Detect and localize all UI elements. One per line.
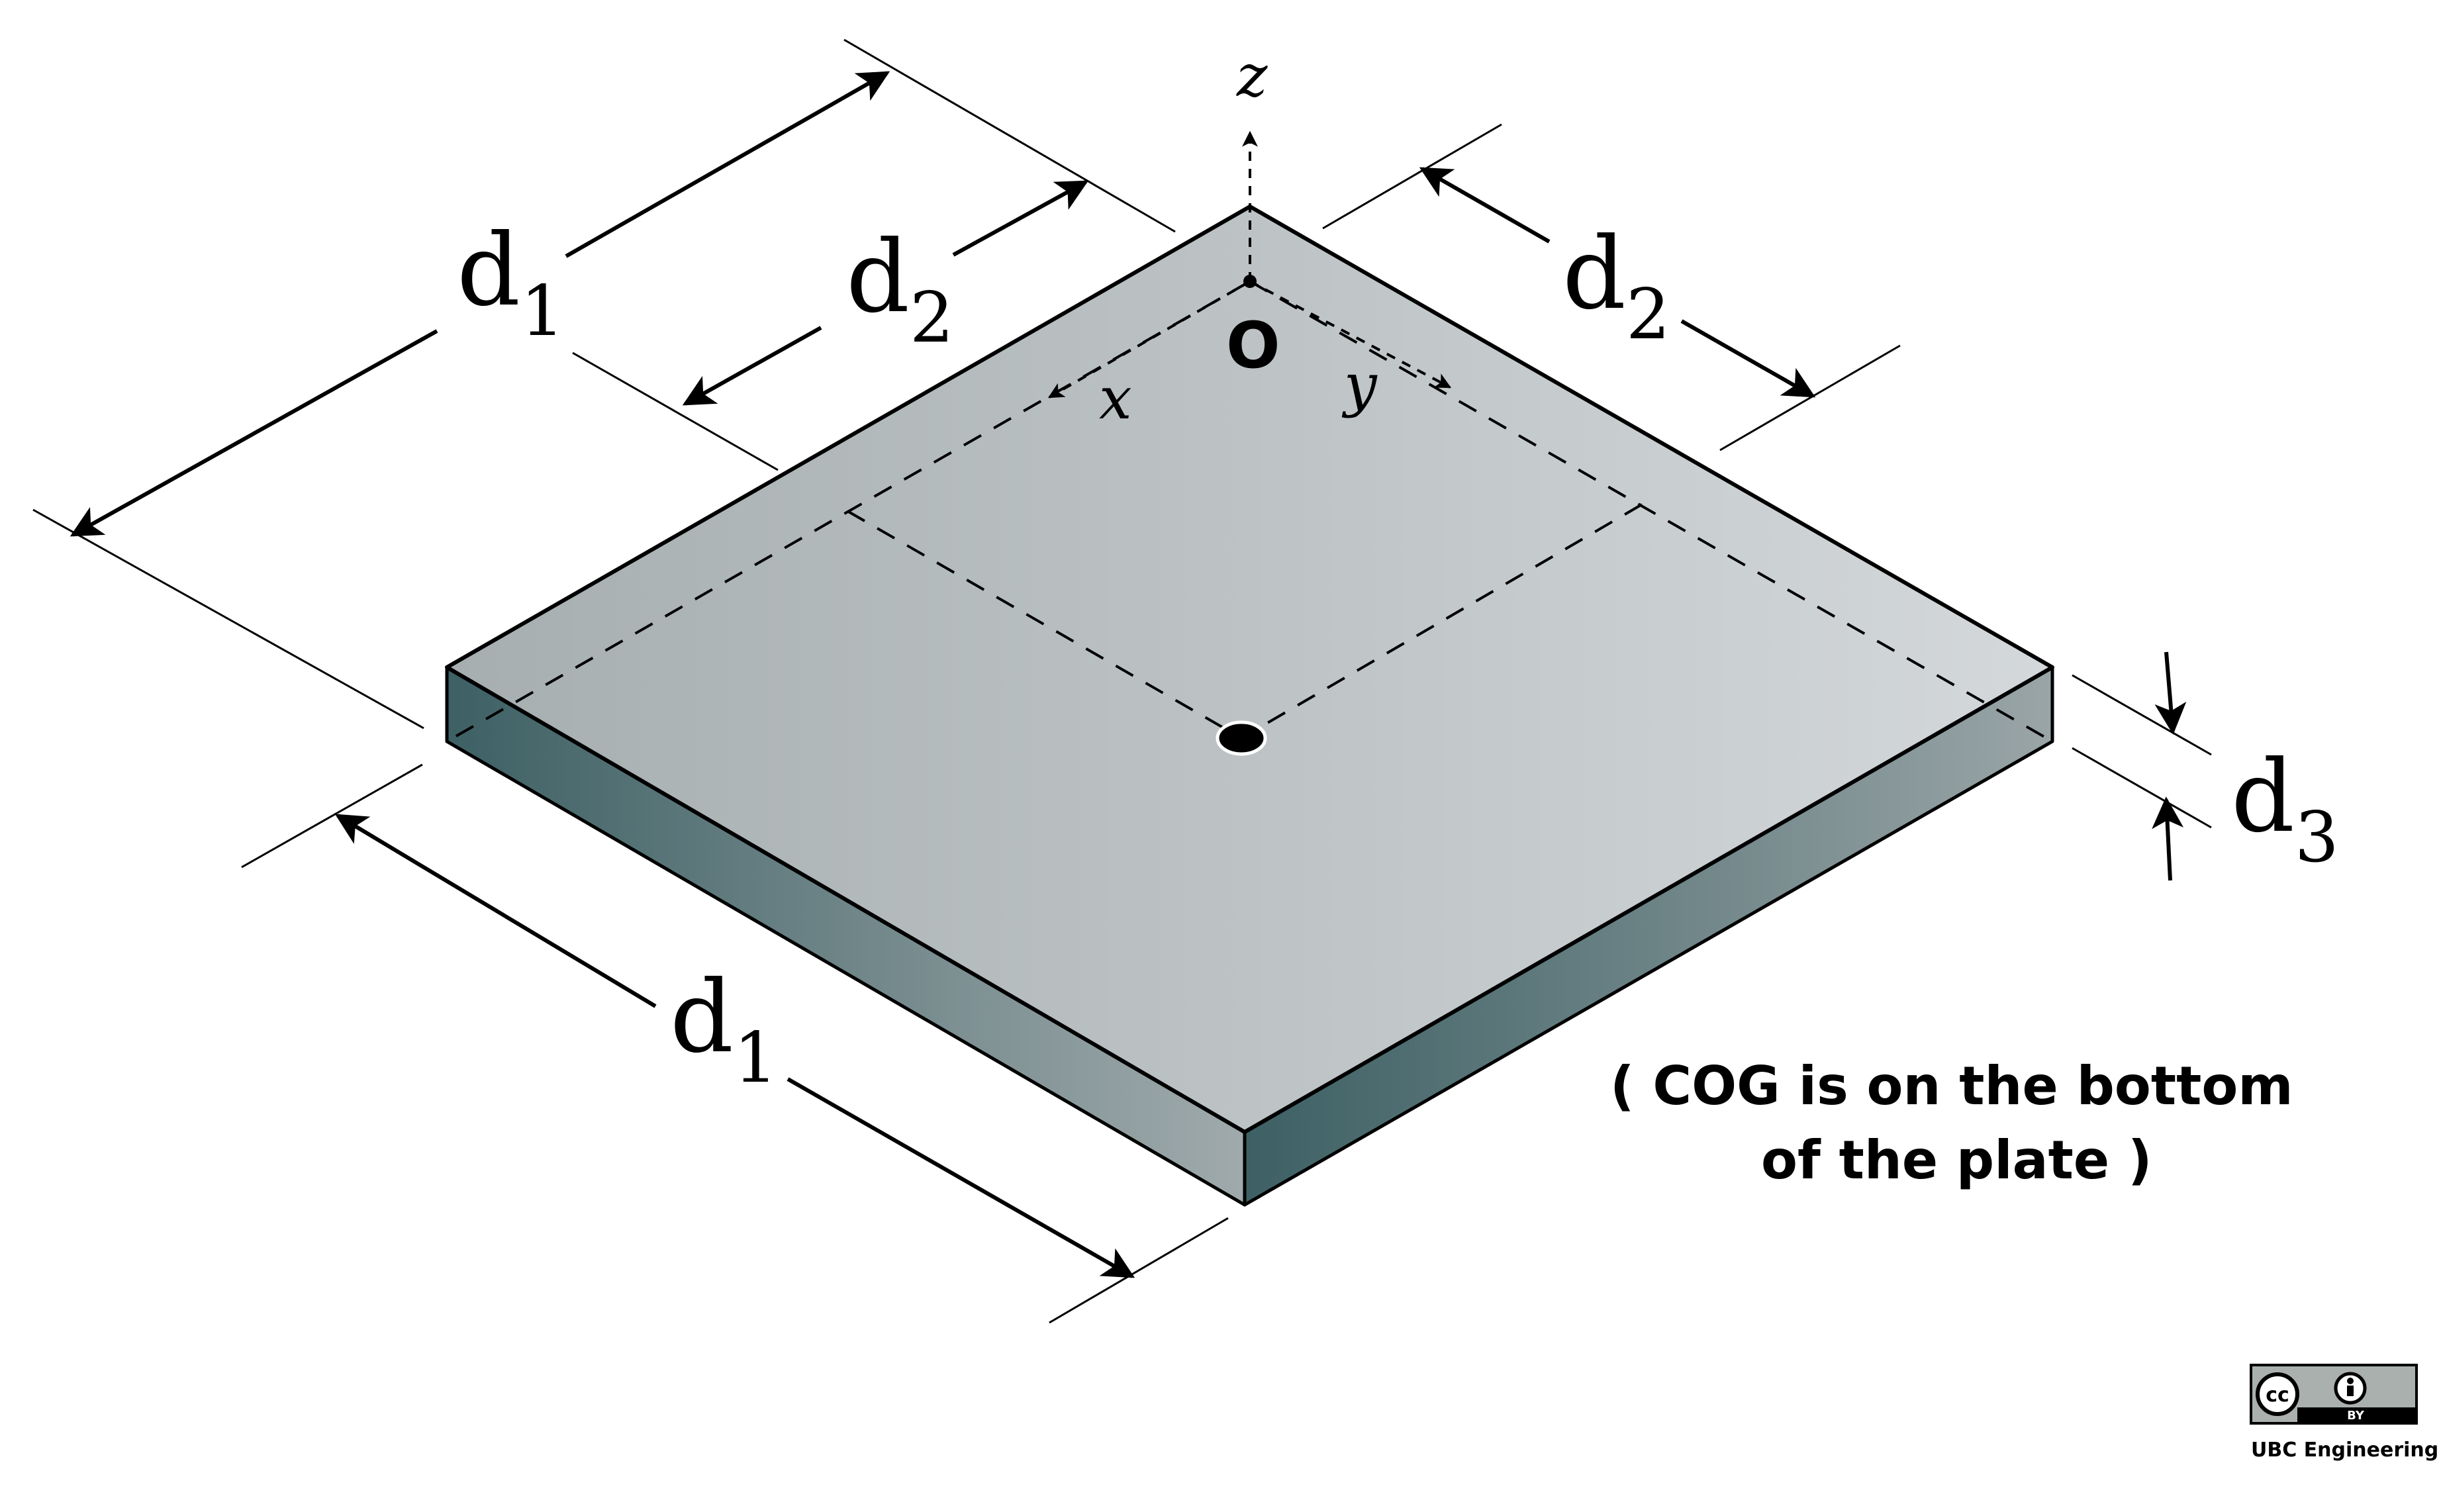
dim-d2-right-a [1419, 167, 1551, 244]
extension-lines [32, 38, 2212, 1324]
label-d3: d3 [2231, 739, 2339, 878]
label-d1-lower: d1 [670, 960, 778, 1098]
dim-d1-lower-a [334, 814, 657, 1008]
ext-left-corner [32, 508, 424, 730]
y-axis [1249, 280, 1452, 389]
ext-d3-bottom [2072, 747, 2212, 829]
x-axis [1047, 280, 1251, 399]
attribution-icon-head [2347, 1378, 2354, 1384]
dimension-lines [70, 71, 2187, 1278]
dim-d1-upper-a [565, 71, 890, 258]
label-d2-right: d2 [1562, 216, 1670, 355]
cc-by-badge: cc BY [2250, 1364, 2418, 1425]
plate [445, 205, 2054, 1207]
plate-top-face [445, 205, 2054, 1134]
axis-y-label: y [1341, 351, 1378, 419]
centre-line-right [1240, 503, 1643, 739]
dim-d1-upper-b [70, 329, 438, 537]
hidden-edge-right [1249, 280, 2053, 743]
label-d1-upper: d1 [457, 213, 565, 352]
ext-left-bottom [241, 763, 423, 869]
cc-icon [2256, 1372, 2299, 1416]
dim-d3-top [2154, 651, 2187, 735]
dim-d2-left-a [952, 180, 1089, 257]
label-d2-left: d2 [846, 220, 954, 358]
axis-x-label: x [1099, 364, 1132, 432]
attribution-icon-body [2347, 1386, 2354, 1396]
ext-bottom-corner [1049, 1217, 1229, 1324]
dim-d1-lower-b [787, 1077, 1135, 1278]
axes [1047, 130, 1452, 399]
by-text: BY [2347, 1409, 2365, 1423]
ext-d2-left [572, 352, 779, 471]
hidden-lines [446, 280, 2053, 743]
ext-top-corner-right [1322, 123, 1502, 230]
origin-point [1243, 275, 1257, 288]
dim-d2-right-b [1680, 319, 1816, 398]
dim-d3-bottom [2152, 796, 2184, 881]
ext-top-corner-left [843, 38, 1176, 233]
cc-icon-text: cc [2266, 1384, 2289, 1407]
ext-d3-top [2072, 674, 2212, 756]
ext-d2-right [1719, 344, 1901, 451]
cog-note-line1: ( COG is on the bottom [1610, 1055, 2293, 1117]
credit-text: UBC Engineering [2251, 1439, 2438, 1462]
cog-note-line2: of the plate ) [1761, 1129, 2152, 1191]
centre-line-left [847, 510, 1242, 739]
origin-label: O [1226, 308, 1280, 383]
axis-z-label: z [1236, 42, 1268, 110]
dim-d2-left-b [682, 326, 822, 406]
cog-marker [1216, 720, 1267, 756]
